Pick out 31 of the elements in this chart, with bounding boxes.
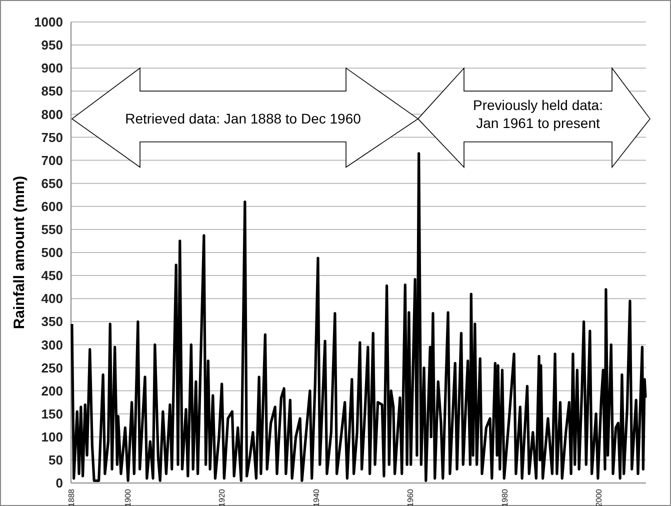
- y-tick-label: 1000: [34, 14, 63, 30]
- x-tick-label: 1980: [500, 488, 510, 506]
- y-tick-label: 350: [41, 314, 63, 330]
- y-tick-label: 200: [41, 383, 63, 398]
- x-tick-label: 2000: [594, 488, 604, 506]
- x-tick-label: 1940: [312, 488, 321, 506]
- y-tick-label: 250: [41, 360, 63, 376]
- y-tick-label: 400: [41, 291, 63, 306]
- x-tick-label: 1888: [66, 488, 76, 506]
- y-tick-label: 900: [41, 60, 63, 76]
- annotation: Retrieved data: Jan 1888 to Dec 1960: [125, 110, 362, 127]
- y-tick-label: 450: [41, 268, 63, 284]
- annotation: Previously held data: Jan 1961 to present: [473, 96, 603, 131]
- y-tick-label: 550: [41, 222, 63, 237]
- y-tick-label: 100: [41, 429, 63, 444]
- y-axis-title: Rainfall amount (mm): [11, 176, 28, 330]
- x-tick-label: 1920: [218, 488, 227, 506]
- x-tick-label: 1900: [123, 488, 132, 506]
- x-tick-label: 1960: [406, 488, 416, 506]
- y-tick-label: 600: [41, 198, 63, 214]
- y-tick-label: 700: [41, 152, 63, 168]
- y-tick-label: 150: [41, 406, 63, 422]
- y-tick-label: 950: [41, 38, 63, 53]
- y-tick-label: 500: [41, 245, 63, 260]
- y-tick-label: 750: [41, 130, 63, 145]
- y-tick-label: 650: [41, 176, 63, 191]
- y-tick-label: 300: [41, 337, 63, 352]
- y-tick-label: 850: [41, 84, 63, 99]
- y-tick-label: 50: [48, 452, 63, 468]
- y-tick-label: 0: [56, 476, 63, 491]
- y-tick-label: 800: [41, 106, 63, 122]
